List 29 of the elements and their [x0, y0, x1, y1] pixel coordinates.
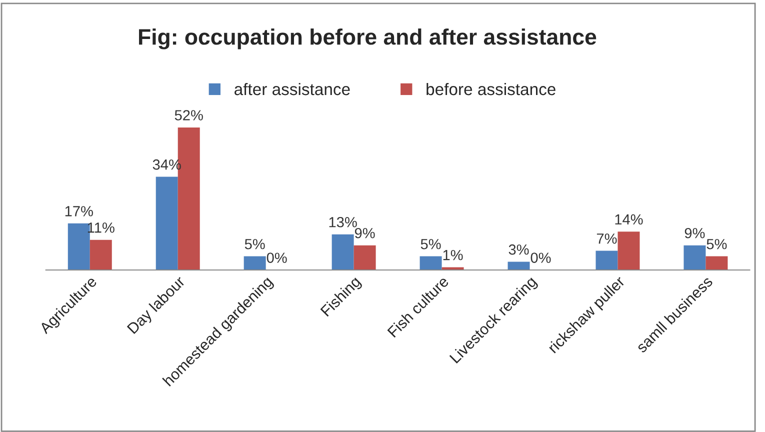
data-label: 5% [420, 238, 441, 250]
bar [244, 256, 266, 270]
bar [90, 240, 112, 270]
bar [68, 223, 90, 270]
data-label: 9% [684, 228, 705, 238]
bar [354, 245, 376, 270]
data-label: 7% [596, 233, 617, 244]
legend-label: before assistance [426, 82, 556, 96]
legend-label: after assistance [234, 82, 350, 96]
data-label: 1% [443, 250, 463, 260]
bar [596, 250, 618, 270]
data-label: 0% [530, 252, 551, 263]
data-label: 0% [266, 252, 287, 263]
bar [156, 176, 178, 270]
data-label: 5% [244, 238, 265, 250]
bar [618, 232, 640, 270]
bar [508, 262, 530, 270]
data-label: 17% [65, 206, 93, 216]
chart-title: Fig: occupation before and after assistance [139, 28, 596, 50]
bar [420, 256, 442, 270]
bar [706, 256, 728, 270]
data-label: 5% [706, 238, 727, 250]
data-label: 52% [174, 110, 203, 120]
data-label: 14% [615, 214, 643, 225]
data-label: 13% [329, 216, 357, 228]
bar [684, 245, 706, 270]
bar [332, 234, 354, 270]
data-label: 9% [354, 228, 375, 238]
data-label: 3% [508, 244, 529, 255]
